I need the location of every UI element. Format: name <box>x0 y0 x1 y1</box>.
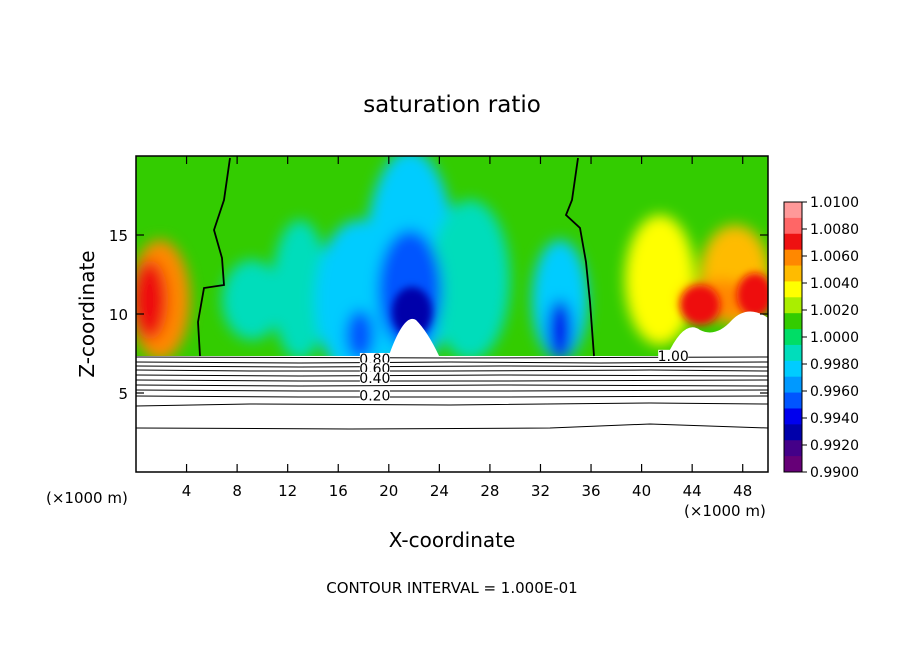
contour-label-bg <box>359 389 390 402</box>
colorbar-swatch <box>784 440 802 457</box>
colorbar-swatch <box>784 249 802 267</box>
colorbar-label: 0.9960 <box>810 384 859 400</box>
contour-label: 1.00 <box>658 349 689 365</box>
y-tick-label: 15 <box>109 227 128 245</box>
x-unit-left: (×1000 m) <box>46 489 128 507</box>
contour-line-1-00 <box>564 157 595 357</box>
colorbar-label: 0.9920 <box>810 438 859 454</box>
colorbar-swatch <box>784 360 802 378</box>
colorbar-swatch <box>784 329 802 346</box>
colorbar-label: 0.9940 <box>810 411 859 427</box>
colorbar-label: 0.9900 <box>810 465 859 481</box>
x-tick-label: 44 <box>683 482 702 500</box>
y-axis-title: Z-coordinate <box>75 250 99 377</box>
x-tick-label: 24 <box>430 482 449 500</box>
colorbar-swatch <box>784 281 802 298</box>
colorbar-swatch <box>784 313 802 330</box>
contour-interval-footer: CONTOUR INTERVAL = 1.000E-01 <box>326 579 577 597</box>
saturation-field <box>136 156 768 356</box>
colorbar-swatch <box>784 217 802 235</box>
contour-label-bg <box>359 352 390 365</box>
colorbar-swatch <box>784 233 802 251</box>
contour-line-1-00 <box>197 157 231 357</box>
colorbar-label: 1.0040 <box>810 276 859 292</box>
colorbar-label: 1.0020 <box>810 303 859 319</box>
colorbar-swatch <box>784 344 802 362</box>
x-tick-label: 4 <box>182 482 192 500</box>
y-tick-label: 5 <box>118 385 128 403</box>
x-tick-label: 32 <box>531 482 550 500</box>
contour-label: 0.20 <box>359 388 390 404</box>
colorbar-swatch <box>784 424 802 441</box>
colorbar-swatch <box>784 456 802 473</box>
x-unit-right: (×1000 m) <box>684 502 766 520</box>
contour-label-bg <box>658 349 689 362</box>
colorbar: 1.0100 1.0080 1.0060 1.0040 1.0020 1.0000 0.99… <box>783 195 859 481</box>
x-tick-label: 28 <box>480 482 499 500</box>
colorbar-swatch <box>784 265 802 282</box>
lower-contour-lines <box>135 356 769 430</box>
x-tick-label: 48 <box>733 482 752 500</box>
colorbar-swatch <box>784 376 802 394</box>
x-axis-title: X-coordinate <box>389 528 516 552</box>
x-tick-label: 36 <box>581 482 600 500</box>
x-tick-label: 12 <box>278 482 297 500</box>
colorbar-swatch <box>784 297 802 314</box>
x-tick-label: 16 <box>329 482 348 500</box>
x-tick-label: 40 <box>632 482 651 500</box>
chart-title: saturation ratio <box>363 92 541 118</box>
y-tick-label: 10 <box>109 306 128 324</box>
contour-label-bg <box>359 362 390 375</box>
colorbar-swatch <box>784 202 802 219</box>
x-tick-label: 20 <box>379 482 398 500</box>
contour-label-bg <box>359 371 390 384</box>
colorbar-swatch <box>784 392 802 409</box>
contour-labels: 1.000.800.600.400.20 <box>359 349 688 405</box>
colorbar-label: 0.9980 <box>810 357 859 373</box>
colorbar-label: 1.0100 <box>810 195 859 211</box>
x-tick-label: 8 <box>232 482 242 500</box>
colorbar-label: 1.0060 <box>810 249 859 265</box>
colorbar-label: 1.0000 <box>810 330 859 346</box>
colorbar-swatch <box>784 408 802 425</box>
colorbar-label: 1.0080 <box>810 222 859 238</box>
contour-label: 0.40 <box>359 371 390 387</box>
